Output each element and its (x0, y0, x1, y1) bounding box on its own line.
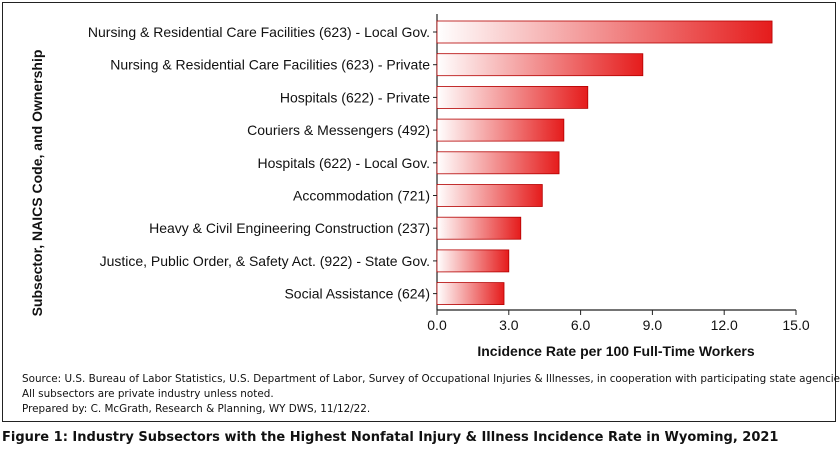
category-label: Hospitals (622) - Local Gov. (258, 155, 430, 171)
bar (436, 282, 505, 306)
bar (436, 53, 644, 77)
x-tick-label: 9.0 (643, 317, 663, 333)
chart-notes: Source: U.S. Bureau of Labor Statistics,… (22, 372, 840, 417)
bar (436, 216, 522, 240)
category-label: Justice, Public Order, & Safety Act. (92… (100, 253, 430, 269)
prepared-by-note: Prepared by: C. McGrath, Research & Plan… (22, 403, 371, 415)
source-note: Source: U.S. Bureau of Labor Statistics,… (22, 373, 840, 385)
y-axis-label: Subsector, NAICS Code, and Ownership (29, 50, 45, 317)
bar (436, 249, 510, 273)
category-label: Social Assistance (624) (284, 286, 430, 302)
figure-caption: Figure 1: Industry Subsectors with the H… (2, 430, 779, 445)
category-label: Hospitals (622) - Private (280, 89, 430, 105)
category-label: Couriers & Messengers (492) (247, 122, 430, 138)
x-tick-label: 0.0 (427, 317, 447, 333)
x-tick-label: 12.0 (711, 317, 738, 333)
x-tick-label: 15.0 (782, 317, 809, 333)
category-label: Accommodation (721) (293, 188, 430, 204)
bar (436, 86, 589, 109)
category-label: Heavy & Civil Engineering Construction (… (149, 220, 430, 236)
category-label: Nursing & Residential Care Facilities (6… (88, 24, 430, 40)
bar (436, 151, 560, 175)
bar (436, 184, 543, 207)
x-tick-label: 6.0 (571, 317, 591, 333)
private-industry-note: All subsectors are private industry unle… (22, 388, 274, 400)
x-axis-label: Incidence Rate per 100 Full-Time Workers (477, 343, 754, 359)
x-tick-label: 3.0 (499, 317, 519, 333)
bar (436, 118, 565, 142)
chart-frame (2, 2, 836, 422)
bar (436, 20, 773, 44)
category-label: Nursing & Residential Care Facilities (6… (110, 57, 430, 73)
